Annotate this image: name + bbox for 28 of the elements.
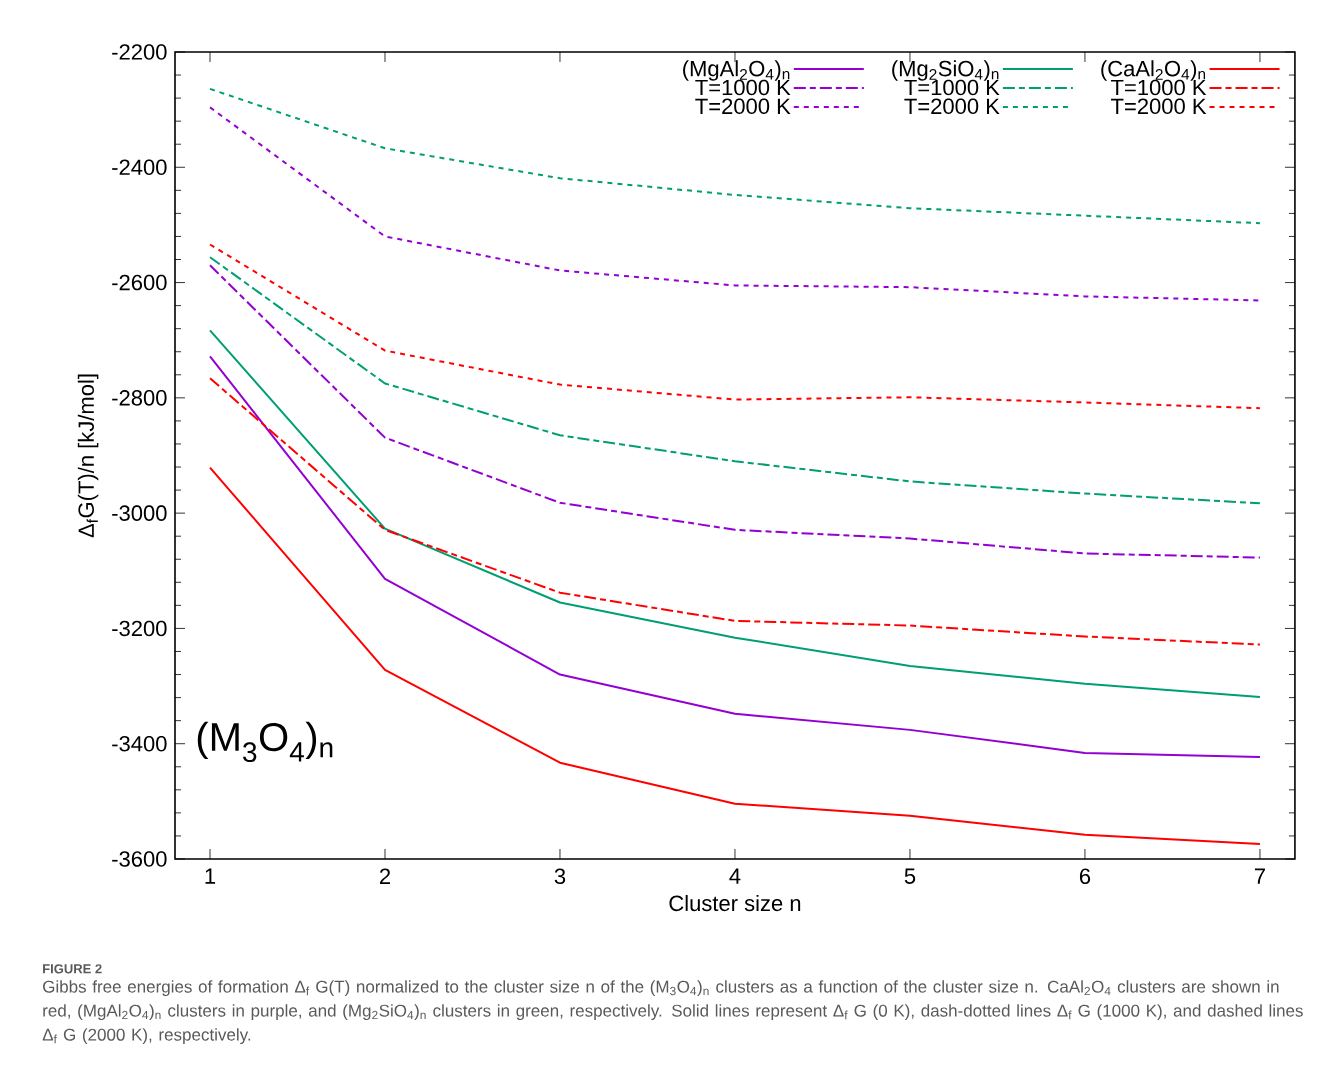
y-tick-label: -2200 [112, 44, 167, 60]
line-series [209, 329, 1261, 699]
y-tick-label: -2600 [112, 274, 167, 291]
x-tick-label: 7 [1254, 868, 1265, 884]
y-axis-title: Δ$_{f}$G(T)/n [kJ/mol] [77, 374, 99, 538]
y-tick-label: -3600 [112, 851, 167, 867]
y-tick-label: -3400 [112, 735, 167, 752]
y-tick-label: -3000 [112, 505, 167, 521]
x-tick-label: 2 [379, 868, 391, 884]
legend-label: T=2000 K [695, 98, 791, 115]
x-tick-label: 5 [904, 868, 916, 884]
caption: FIGURE 2 [43, 964, 102, 974]
legend-label: T=2000 K [1111, 98, 1207, 115]
x-axis-title: Cluster size n [669, 894, 801, 912]
x-tick-label: 4 [729, 868, 741, 884]
y-tick-label: -2800 [112, 390, 167, 406]
x-tick-label: 1 [205, 868, 216, 884]
line-series [209, 264, 1261, 559]
annotation: (M$_{3}$O$_{4}$)$_{n}$ [197, 721, 333, 763]
text: Gibbs free energies of formation Δ$_{f}$ G(T) normalized to the cluster size n of the (M$_{3}$O$_{4}$)$_{n}$ clusters as a function of the cluster size n. CaAl$_{2}$O$_{4}$ clusters are shown in red, (MgAl$_{2}$O$_{4}$)$_{n}$ clusters in purple, and (Mg$_{2}$SiO$_{4}$)$_{n}$ clusters in green, respectively. Solid lines represent Δ$_{f}$ G (0 K), dash-dotted lines Δ$_{f}$ G (1000 K), and dashed lines Δ$_{f}$ G (2000 K), respectively. [42, 980, 1303, 1045]
x-tick-label: 6 [1079, 868, 1091, 885]
line-series [209, 243, 1261, 410]
y-tick-label: -3200 [112, 620, 167, 637]
x-tick-label: 3 [554, 868, 566, 885]
legend-label: T=2000 K [904, 98, 1000, 115]
y-tick-label: -2400 [112, 159, 167, 176]
line-series [209, 377, 1261, 646]
line-series [209, 256, 1261, 505]
